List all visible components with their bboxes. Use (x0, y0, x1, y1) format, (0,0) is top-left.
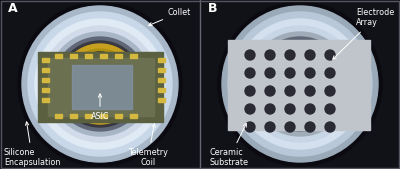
Circle shape (265, 122, 275, 132)
Text: B: B (208, 2, 218, 15)
Circle shape (305, 104, 315, 114)
Circle shape (57, 41, 143, 127)
Circle shape (245, 86, 255, 96)
Text: Collet: Collet (148, 8, 191, 26)
Circle shape (222, 6, 378, 162)
Circle shape (265, 50, 275, 60)
Text: Silicone
Encapsulation: Silicone Encapsulation (4, 122, 60, 167)
Circle shape (48, 32, 152, 136)
Bar (42, 68, 49, 72)
Bar (115, 54, 122, 58)
Circle shape (325, 50, 335, 60)
Circle shape (285, 122, 295, 132)
Bar (42, 98, 49, 102)
Circle shape (218, 2, 382, 166)
Circle shape (305, 86, 315, 96)
Bar (85, 114, 92, 118)
Text: Electrode
Array: Electrode Array (333, 8, 394, 59)
Bar (130, 54, 137, 58)
Text: Ceramic
Substrate: Ceramic Substrate (210, 124, 249, 167)
Circle shape (270, 54, 330, 114)
Circle shape (272, 56, 328, 112)
Circle shape (60, 44, 140, 124)
Text: Telemetry
Coil: Telemetry Coil (128, 124, 168, 167)
Circle shape (257, 41, 343, 127)
Circle shape (305, 68, 315, 78)
Bar (70, 114, 77, 118)
Circle shape (65, 49, 135, 119)
Bar (42, 88, 49, 92)
Bar (38, 52, 163, 122)
Bar (158, 68, 165, 72)
Circle shape (53, 37, 147, 131)
Circle shape (265, 49, 335, 119)
Circle shape (325, 86, 335, 96)
Bar (130, 114, 137, 118)
Circle shape (268, 52, 332, 116)
Circle shape (305, 50, 315, 60)
Bar (158, 78, 165, 82)
Circle shape (245, 68, 255, 78)
Circle shape (285, 86, 295, 96)
Circle shape (42, 26, 158, 142)
Circle shape (305, 122, 315, 132)
Circle shape (248, 32, 352, 136)
Bar (42, 58, 49, 62)
Circle shape (72, 56, 128, 112)
Circle shape (325, 68, 335, 78)
Circle shape (265, 104, 275, 114)
Circle shape (22, 6, 178, 162)
Circle shape (35, 19, 165, 149)
Circle shape (68, 52, 132, 116)
Bar (70, 54, 77, 58)
Text: ASIC: ASIC (91, 94, 109, 121)
Circle shape (265, 68, 275, 78)
Bar (55, 54, 62, 58)
Circle shape (325, 104, 335, 114)
Circle shape (260, 44, 340, 124)
Text: A: A (8, 2, 18, 15)
Bar (85, 54, 92, 58)
Circle shape (285, 68, 295, 78)
Bar (100, 54, 107, 58)
Circle shape (245, 104, 255, 114)
Circle shape (18, 2, 182, 166)
Circle shape (285, 50, 295, 60)
Circle shape (265, 86, 275, 96)
Bar (42, 78, 49, 82)
Bar (158, 58, 165, 62)
Circle shape (28, 12, 172, 156)
Bar (228, 40, 370, 130)
Bar (115, 114, 122, 118)
Bar (100, 114, 107, 118)
Circle shape (325, 122, 335, 132)
Bar (158, 98, 165, 102)
Circle shape (235, 19, 365, 149)
Bar (48, 58, 154, 116)
Circle shape (70, 54, 130, 114)
Circle shape (245, 50, 255, 60)
Bar (55, 114, 62, 118)
Circle shape (245, 122, 255, 132)
Circle shape (242, 26, 358, 142)
Circle shape (285, 104, 295, 114)
Circle shape (253, 37, 347, 131)
Bar (72, 65, 132, 109)
Bar (158, 88, 165, 92)
Circle shape (228, 12, 372, 156)
